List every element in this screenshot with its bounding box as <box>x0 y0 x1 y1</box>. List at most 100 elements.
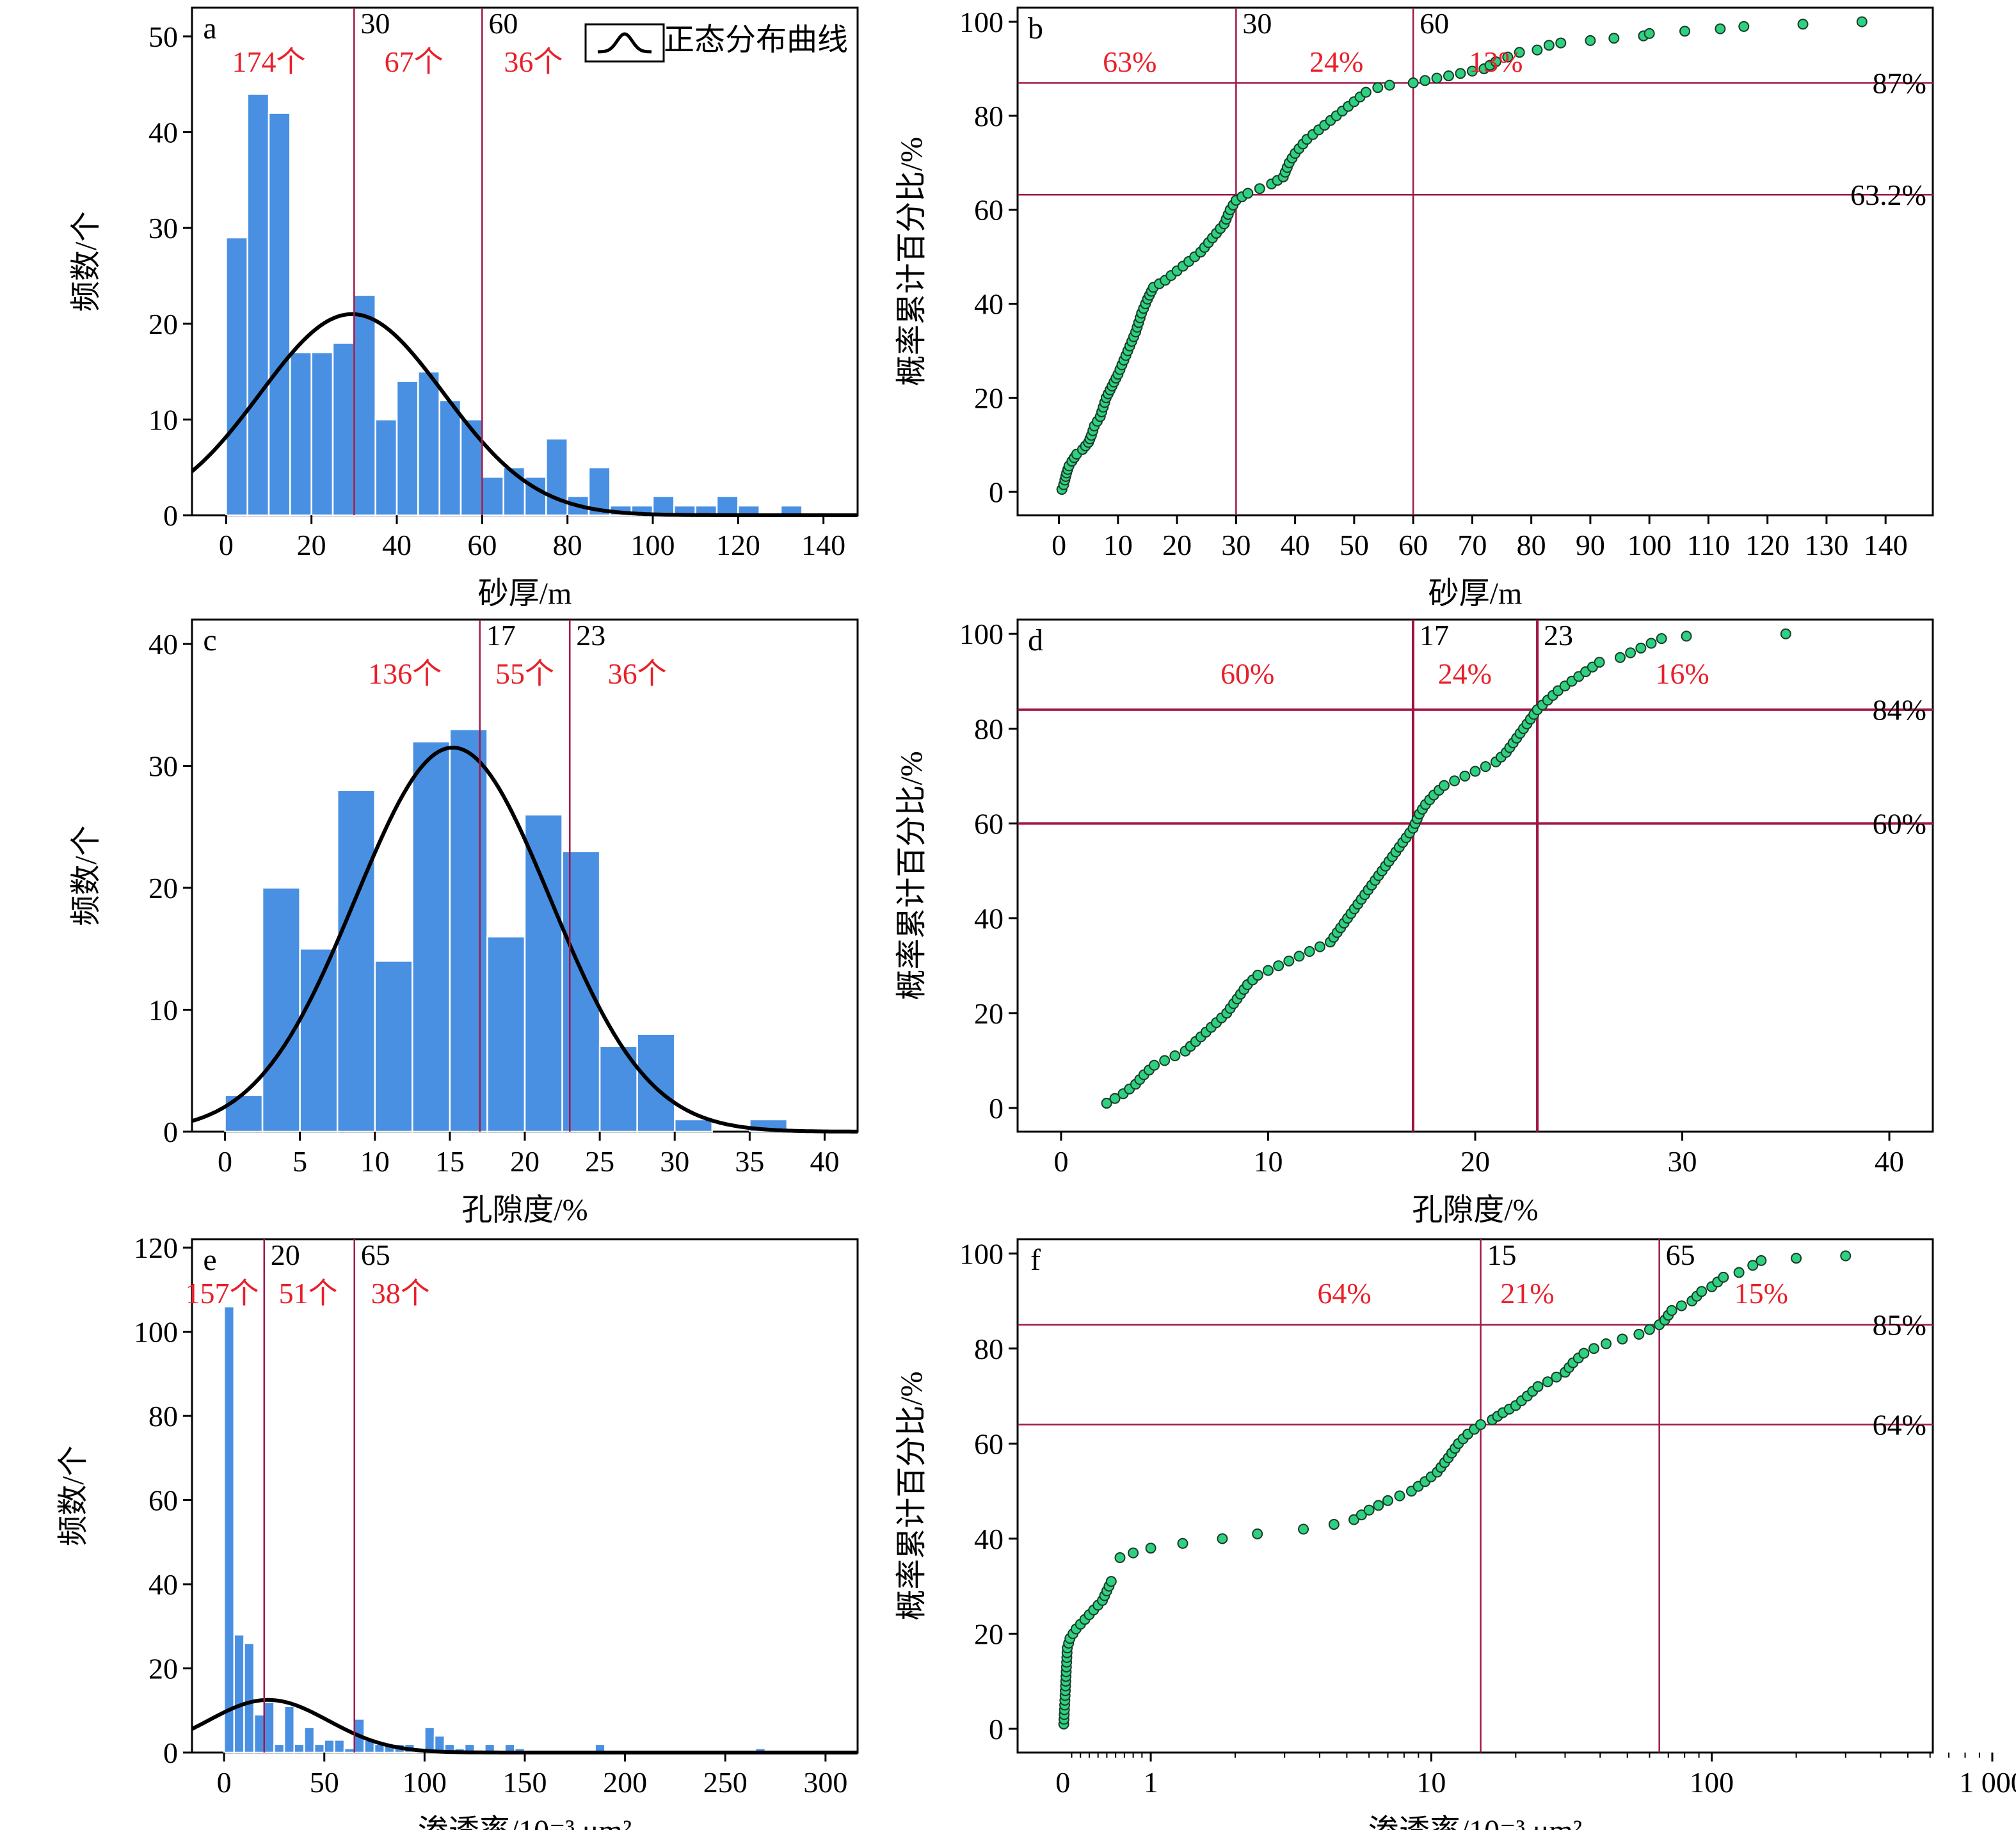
data-point <box>1360 86 1372 98</box>
x-tick-label: 0 <box>1053 1145 1068 1178</box>
y-axis: 0 20 40 60 80 100 <box>959 618 1018 1125</box>
data-point <box>1105 1576 1117 1587</box>
panel-c: 17 23 0 5 10 15 20 25 30 35 40 0 10 20 30 40 孔隙度/% 频数/个 c 1… <box>69 618 859 1227</box>
histogram-bar <box>588 466 611 517</box>
histogram-bar <box>299 948 339 1133</box>
data-point <box>1551 1371 1562 1383</box>
data-point <box>1718 1271 1729 1283</box>
histogram-bar <box>225 236 248 517</box>
data-point <box>1273 960 1284 972</box>
x-tick-label: 0 <box>217 1766 232 1799</box>
histogram-bar <box>716 495 739 517</box>
data-point <box>1128 1547 1139 1559</box>
histogram-bar <box>224 1094 264 1133</box>
y-tick-label: 20 <box>974 997 1004 1030</box>
x-axis: 0 20 40 60 80 100 120 140 <box>219 515 845 561</box>
histogram-bar <box>374 960 413 1133</box>
data-point <box>1314 941 1325 952</box>
data-point <box>1469 766 1481 777</box>
y-tick-label: 60 <box>148 1484 178 1517</box>
data-point <box>1159 1055 1171 1066</box>
data-point <box>1114 1552 1126 1564</box>
histogram-bar <box>524 814 563 1133</box>
x-tick-label: 20 <box>1460 1145 1490 1178</box>
histogram-bar <box>336 789 376 1133</box>
y-tick-label: 0 <box>163 1737 178 1769</box>
x-axis-label: 孔隙度/% <box>461 1193 588 1227</box>
plot-frame <box>1016 618 1934 1133</box>
histogram-bar <box>303 1726 316 1754</box>
x-tick-label: 5 <box>292 1145 307 1178</box>
histogram-bar <box>273 1743 285 1754</box>
y-axis: 0 20 40 60 80 100 120 <box>134 1232 192 1769</box>
histogram-bar <box>374 419 398 517</box>
x-axis: 0 50 100 150 200 250 300 <box>217 1753 847 1799</box>
data-point <box>1578 1347 1590 1359</box>
x-tick-label: 25 <box>585 1145 614 1178</box>
data-point <box>1601 1338 1612 1349</box>
data-point <box>1645 638 1657 649</box>
histogram-bar <box>233 1633 245 1754</box>
data-point <box>1542 1376 1553 1388</box>
data-point <box>1145 1543 1156 1554</box>
y-tick-label: 80 <box>974 100 1004 132</box>
data-point <box>1177 1537 1188 1549</box>
x-tick-label: 250 <box>703 1766 748 1799</box>
histogram-bar <box>486 935 526 1133</box>
x-tick-label: 140 <box>801 529 845 561</box>
data-point <box>1555 37 1567 49</box>
panel-f: 85% 64% 15 65 1 10 100 1 000 0 0 20 40 60 80 100 渗透率/10… <box>895 1237 2016 1830</box>
y-tick-label: 20 <box>148 308 178 341</box>
histogram-bar <box>283 1705 296 1754</box>
percent-annotation: 16% <box>1655 657 1709 690</box>
plot-frame <box>191 1238 859 1754</box>
plot-frame <box>1016 1238 1934 1754</box>
histogram-bar <box>438 399 462 517</box>
hline-label: 64% <box>1873 1409 1926 1441</box>
data-point <box>1780 628 1791 639</box>
x-tick-label: 20 <box>510 1145 540 1178</box>
data-point <box>1363 1504 1375 1516</box>
y-axis: 0 20 40 60 80 100 <box>959 6 1018 508</box>
x-tick-label: 120 <box>716 529 760 561</box>
percent-annotation: 60% <box>1220 657 1274 690</box>
histogram-bar <box>561 850 601 1133</box>
data-point <box>1101 1098 1112 1109</box>
x-tick-label: 30 <box>1668 1145 1697 1178</box>
data-point <box>1490 56 1501 67</box>
histogram-bar <box>253 1714 266 1754</box>
y-axis: 0 10 20 30 40 <box>148 628 192 1148</box>
y-tick-label: 40 <box>148 116 178 149</box>
data-point <box>1438 780 1450 791</box>
y-tick-label: 30 <box>148 212 178 245</box>
x-axis-label: 砂厚/m <box>478 577 572 611</box>
x-axis: 0 10 20 30 40 50 60 70 80 90 100 110 120 130 140 <box>1052 515 1908 561</box>
data-point <box>1696 1286 1708 1297</box>
histogram-bar <box>246 93 270 517</box>
x-tick-label: 15 <box>435 1145 465 1178</box>
x-tick-label: 300 <box>803 1766 847 1799</box>
data-point <box>1304 946 1315 958</box>
x-tick-label: 10 <box>1253 1145 1283 1178</box>
histogram-bar <box>460 419 483 517</box>
vline-label: 17 <box>486 619 516 652</box>
histogram-bar <box>636 1033 676 1133</box>
x-tick-label: 40 <box>382 529 412 561</box>
data-point <box>1217 1533 1228 1545</box>
data-point <box>1588 1343 1599 1354</box>
vline-label: 65 <box>1666 1239 1695 1271</box>
x-tick-label: 200 <box>603 1766 647 1799</box>
y-tick-label: 60 <box>974 194 1004 227</box>
data-point <box>1614 652 1626 663</box>
x-tick-label: 30 <box>660 1145 689 1178</box>
x-tick-label: 110 <box>1687 529 1730 561</box>
histogram-bar <box>310 351 334 517</box>
normal-distribution-curve <box>191 745 858 1134</box>
panel-label: b <box>1028 12 1043 45</box>
x-tick-label: 1 000 <box>1959 1766 2016 1799</box>
panel-label: c <box>203 623 216 657</box>
y-tick-label: 20 <box>974 381 1004 414</box>
histogram-bar <box>424 1726 436 1754</box>
count-annotation: 174个 <box>232 45 306 78</box>
data-point <box>1443 70 1454 81</box>
